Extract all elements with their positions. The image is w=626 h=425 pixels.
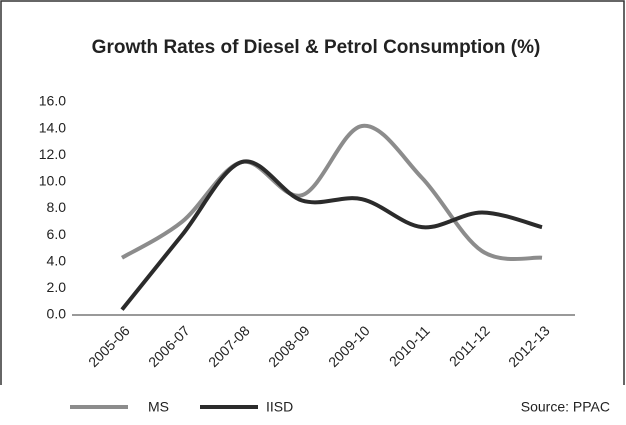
frame [0, 0, 625, 385]
y-tick-label: 10.0 [39, 173, 66, 189]
x-tick-label: 2012-13 [505, 322, 553, 370]
y-tick-label: 2.0 [47, 279, 67, 295]
x-tick-label: 2005-06 [85, 322, 133, 370]
y-tick-label: 14.0 [39, 119, 66, 135]
series-line [120, 123, 543, 261]
y-tick-label: 6.0 [47, 226, 67, 242]
y-tick-label: 4.0 [47, 252, 67, 268]
x-tick-label: 2010-11 [386, 322, 433, 369]
series-line [120, 159, 543, 311]
x-tick-label: 2008-09 [265, 322, 313, 370]
chart-title: Growth Rates of Diesel & Petrol Consumpt… [92, 37, 541, 58]
y-tick-label: 16.0 [39, 93, 66, 109]
y-tick-label: 12.0 [39, 146, 66, 162]
x-tick-label: 2006-07 [145, 322, 193, 370]
legend-label: MS [148, 399, 169, 415]
x-tick-label: 2009-10 [325, 322, 373, 370]
x-tick-label: 2007-08 [205, 322, 253, 370]
source-note: Source: PPAC [521, 399, 610, 415]
y-tick-label: 0.0 [47, 306, 67, 322]
y-tick-label: 8.0 [47, 199, 67, 215]
x-tick-label: 2011-12 [446, 322, 493, 369]
legend-label: IISD [266, 399, 293, 415]
